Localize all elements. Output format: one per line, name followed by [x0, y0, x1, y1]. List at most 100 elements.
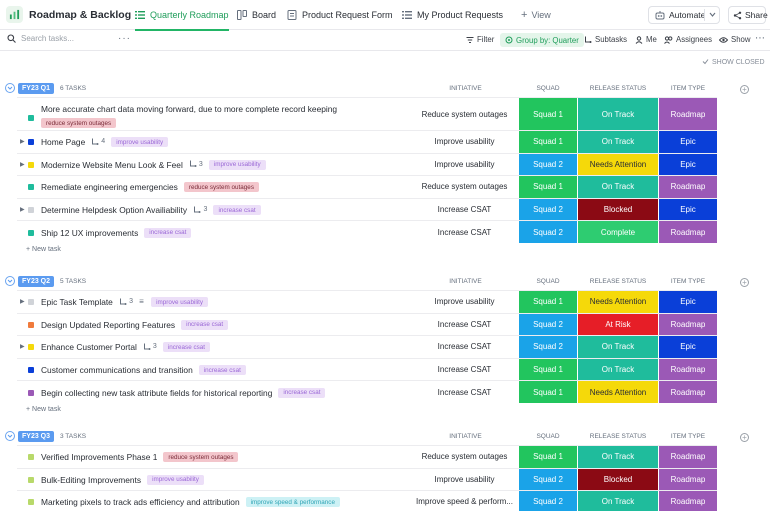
- task-row[interactable]: Begin collecting new task attribute fiel…: [17, 380, 717, 403]
- expand-arrow-icon[interactable]: ▶: [20, 207, 25, 214]
- task-title[interactable]: More accurate chart data moving forward,…: [41, 104, 338, 114]
- initiative-tag[interactable]: reduce system outages: [41, 118, 117, 128]
- more-options-icon[interactable]: ⋯: [755, 33, 765, 44]
- release-status-cell[interactable]: On Track: [578, 491, 658, 511]
- task-title[interactable]: Ship 12 UX improvements: [41, 227, 139, 238]
- initiative-tag[interactable]: improve usability: [147, 474, 204, 485]
- release-status-cell[interactable]: Complete: [578, 221, 658, 243]
- release-status-cell[interactable]: Blocked: [578, 198, 658, 221]
- initiative-cell[interactable]: Improve usability: [434, 297, 495, 307]
- initiative-cell[interactable]: Increase CSAT: [437, 342, 492, 352]
- task-title[interactable]: Epic Task Template: [41, 297, 113, 308]
- group-collapse-toggle[interactable]: [5, 431, 15, 441]
- initiative-cell[interactable]: Increase CSAT: [437, 205, 492, 215]
- task-status-square[interactable]: [28, 454, 34, 461]
- initiative-cell[interactable]: Increase CSAT: [437, 319, 492, 329]
- task-title[interactable]: Bulk-Editing Improvements: [41, 474, 142, 485]
- squad-cell[interactable]: Squad 2: [519, 313, 577, 336]
- subtasks-button[interactable]: Subtasks: [584, 35, 627, 44]
- group-collapse-toggle[interactable]: [5, 83, 15, 93]
- task-row[interactable]: ▶ Enhance Customer Portal 3 increase csat In…: [17, 335, 717, 358]
- add-view-button[interactable]: + View: [521, 0, 551, 30]
- task-row[interactable]: ▶ Epic Task Template 3 ≡ improve usability Im…: [17, 290, 717, 313]
- tab-quarterly-roadmap[interactable]: Quarterly Roadmap: [135, 0, 229, 31]
- automate-button[interactable]: Automate: [648, 6, 720, 24]
- expand-arrow-icon[interactable]: ▶: [20, 161, 25, 168]
- task-status-square[interactable]: [28, 321, 34, 328]
- squad-cell[interactable]: Squad 2: [519, 336, 577, 358]
- release-status-cell[interactable]: Blocked: [578, 468, 658, 491]
- squad-cell[interactable]: Squad 1: [519, 381, 577, 403]
- task-status-square[interactable]: [28, 139, 34, 146]
- subtask-count[interactable]: 3: [189, 160, 203, 168]
- group-by-button[interactable]: Group by: Quarter: [500, 33, 584, 47]
- group-label[interactable]: FY23 Q3: [18, 431, 55, 442]
- release-status-cell[interactable]: Needs Attention: [578, 153, 658, 176]
- task-title[interactable]: Enhance Customer Portal: [41, 342, 137, 353]
- task-status-square[interactable]: [28, 184, 34, 191]
- initiative-tag[interactable]: improve usability: [151, 297, 209, 308]
- initiative-tag[interactable]: increase csat: [198, 365, 246, 376]
- release-status-cell[interactable]: Needs Attention: [578, 381, 658, 403]
- release-status-cell[interactable]: At Risk: [578, 313, 658, 336]
- task-title[interactable]: Remediate engineering emergencies: [41, 182, 178, 193]
- squad-cell[interactable]: Squad 1: [519, 446, 577, 468]
- initiative-cell[interactable]: Improve speed & perform...: [416, 497, 513, 507]
- me-button[interactable]: Me: [635, 35, 657, 44]
- task-row[interactable]: ▶ Home Page 4 improve usability Improve usab…: [17, 130, 717, 153]
- task-status-square[interactable]: [28, 161, 34, 168]
- task-title[interactable]: Verified Improvements Phase 1: [41, 452, 158, 463]
- initiative-tag[interactable]: reduce system outages: [163, 452, 239, 463]
- task-title[interactable]: Design Updated Reporting Features: [41, 319, 176, 330]
- item-type-cell[interactable]: Roadmap: [659, 381, 717, 403]
- chevron-down-icon[interactable]: [708, 10, 717, 21]
- filter-button[interactable]: Filter: [466, 35, 494, 44]
- release-status-cell[interactable]: On Track: [578, 98, 658, 130]
- initiative-cell[interactable]: Increase CSAT: [437, 227, 492, 237]
- initiative-cell[interactable]: Improve usability: [434, 474, 495, 484]
- show-closed-button[interactable]: SHOW CLOSED: [702, 58, 765, 67]
- new-task-button[interactable]: + New task: [26, 406, 61, 413]
- squad-cell[interactable]: Squad 1: [519, 176, 577, 198]
- item-type-cell[interactable]: Roadmap: [659, 221, 717, 243]
- column-header-squad[interactable]: SQUAD: [536, 278, 560, 285]
- release-status-cell[interactable]: On Track: [578, 131, 658, 153]
- initiative-tag[interactable]: increase csat: [181, 319, 229, 330]
- task-row[interactable]: Design Updated Reporting Features increas…: [17, 312, 717, 336]
- column-header-release-status[interactable]: RELEASE STATUS: [589, 433, 647, 440]
- initiative-cell[interactable]: Improve usability: [434, 159, 495, 169]
- column-header-item-type[interactable]: ITEM TYPE: [670, 85, 706, 92]
- squad-cell[interactable]: Squad 2: [519, 198, 577, 221]
- column-header-initiative[interactable]: INITIATIVE: [449, 278, 482, 285]
- expand-arrow-icon[interactable]: ▶: [20, 299, 25, 306]
- task-row[interactable]: Customer communications and transition in…: [17, 357, 717, 381]
- group-label[interactable]: FY23 Q2: [18, 276, 55, 287]
- column-header-initiative[interactable]: INITIATIVE: [449, 85, 482, 92]
- column-header-release-status[interactable]: RELEASE STATUS: [589, 85, 647, 92]
- initiative-tag[interactable]: improve speed & performance: [245, 497, 340, 508]
- squad-cell[interactable]: Squad 1: [519, 98, 577, 130]
- initiative-cell[interactable]: Reduce system outages: [421, 182, 508, 192]
- initiative-cell[interactable]: Improve usability: [434, 137, 495, 147]
- item-type-cell[interactable]: Roadmap: [659, 358, 717, 381]
- task-status-square[interactable]: [28, 367, 34, 374]
- column-header-initiative[interactable]: INITIATIVE: [449, 433, 482, 440]
- add-column-icon[interactable]: +: [740, 433, 749, 442]
- initiative-cell[interactable]: Reduce system outages: [421, 109, 508, 119]
- task-status-square[interactable]: [28, 207, 34, 214]
- task-status-square[interactable]: [28, 299, 34, 306]
- initiative-tag[interactable]: increase csat: [162, 342, 210, 353]
- squad-cell[interactable]: Squad 2: [519, 221, 577, 243]
- item-type-cell[interactable]: Epic: [659, 336, 717, 358]
- item-type-cell[interactable]: Roadmap: [659, 313, 717, 336]
- task-status-square[interactable]: [28, 229, 34, 236]
- subtask-count[interactable]: 3: [143, 343, 157, 351]
- task-status-square[interactable]: [28, 499, 34, 506]
- group-label[interactable]: FY23 Q1: [18, 83, 55, 94]
- search-input[interactable]: Search tasks...: [7, 34, 74, 43]
- more-options-icon[interactable]: ···: [118, 33, 131, 44]
- squad-cell[interactable]: Squad 2: [519, 491, 577, 511]
- squad-cell[interactable]: Squad 2: [519, 153, 577, 176]
- task-row[interactable]: Verified Improvements Phase 1 reduce syst…: [17, 445, 717, 468]
- add-column-icon[interactable]: +: [740, 85, 749, 94]
